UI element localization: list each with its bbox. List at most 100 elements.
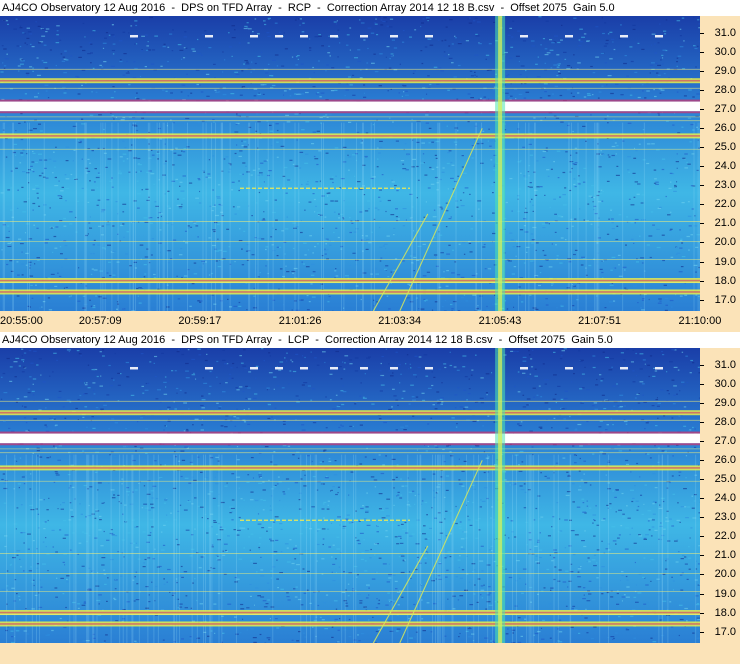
interference-band-core (0, 79, 700, 82)
y-tick-mark (700, 479, 704, 481)
x-tick-label: 21:05:43 (478, 315, 522, 327)
x-tick-label: 21:01:26 (278, 315, 322, 327)
y-tick-mark (700, 128, 704, 130)
interference-bands (0, 78, 700, 295)
y-tick-mark (700, 166, 704, 168)
y-tick-mark (700, 536, 704, 538)
y-tick-mark (700, 403, 704, 405)
y-tick-label: 24.0 (714, 492, 736, 505)
y-tick-mark (700, 52, 704, 54)
y-tick-label: 25.0 (714, 141, 736, 154)
carrier-lines (0, 68, 700, 283)
y-tick-label: 23.0 (714, 179, 736, 192)
saturated-band-edge (0, 431, 700, 434)
y-tick-mark (700, 593, 704, 595)
y-tick-label: 21.0 (714, 217, 736, 230)
y-tick-mark (700, 242, 704, 244)
interference-band-core (0, 135, 700, 137)
spectrogram-svg (0, 16, 700, 311)
interference-bands (0, 410, 700, 627)
interference-band-core (0, 611, 700, 614)
y-tick-mark (700, 299, 704, 301)
y-tick-mark (700, 498, 704, 500)
interference-band-core (0, 467, 700, 469)
y-tick-mark (700, 517, 704, 519)
y-tick-label: 30.0 (714, 378, 736, 391)
y-tick-mark (700, 71, 704, 73)
y-tick-label: 28.0 (714, 84, 736, 97)
y-tick-label: 17.0 (714, 293, 736, 306)
x-tick-label: 21:10:00 (678, 315, 722, 327)
y-tick-mark (700, 223, 704, 225)
y-tick-label: 30.0 (714, 46, 736, 59)
spectrogram-panel-lcp: AJ4CO Observatory 12 Aug 2016 - DPS on T… (0, 332, 740, 664)
y-tick-label: 31.0 (714, 27, 736, 40)
y-tick-mark (700, 441, 704, 443)
interference-band-core (0, 279, 700, 282)
y-tick-mark (700, 147, 704, 149)
x-tick-label: 20:59:17 (178, 315, 222, 327)
y-tick-label: 24.0 (714, 160, 736, 173)
y-tick-mark (700, 204, 704, 206)
y-tick-label: 23.0 (714, 511, 736, 524)
y-tick-label: 18.0 (714, 606, 736, 619)
y-tick-mark (700, 555, 704, 557)
time-axis: 20:55:00 20:57:09 20:59:17 21:01:26 21:03:34… (0, 311, 740, 332)
y-tick-label: 18.0 (714, 274, 736, 287)
burst-column-core (498, 16, 503, 311)
burst-column-core (498, 348, 503, 643)
y-tick-mark (700, 422, 704, 424)
spectrogram-plot (0, 16, 700, 311)
y-tick-mark (700, 109, 704, 111)
drifting-line (399, 128, 483, 311)
chart-title: AJ4CO Observatory 12 Aug 2016 - DPS on T… (0, 0, 702, 16)
interference-band-core (0, 411, 700, 414)
y-tick-mark (700, 365, 704, 367)
interference-band-core (0, 291, 700, 293)
drifting-line (372, 213, 429, 311)
y-tick-label: 26.0 (714, 122, 736, 135)
y-tick-label: 19.0 (714, 255, 736, 268)
y-tick-label: 29.0 (714, 397, 736, 410)
y-tick-label: 17.0 (714, 625, 736, 638)
saturated-band-edge (0, 99, 700, 102)
y-tick-label: 27.0 (714, 103, 736, 116)
y-tick-label: 26.0 (714, 454, 736, 467)
y-tick-label: 27.0 (714, 435, 736, 448)
y-tick-mark (700, 631, 704, 633)
dash-markers (130, 34, 663, 38)
x-tick-label: 20:55:00 (0, 315, 43, 327)
y-tick-label: 22.0 (714, 198, 736, 211)
dash-markers (130, 366, 663, 370)
y-tick-mark (700, 33, 704, 35)
y-tick-mark (700, 460, 704, 462)
y-tick-mark (700, 384, 704, 386)
spectrogram-panel-rcp: AJ4CO Observatory 12 Aug 2016 - DPS on T… (0, 0, 740, 332)
y-tick-label: 25.0 (714, 473, 736, 486)
saturated-band-edge (0, 443, 700, 446)
y-tick-mark (700, 90, 704, 92)
noise-texture (0, 16, 700, 311)
y-tick-label: 20.0 (714, 568, 736, 581)
saturated-band-edge (0, 111, 700, 114)
x-tick-label: 21:07:51 (578, 315, 621, 327)
y-tick-label: 19.0 (714, 587, 736, 600)
y-tick-label: 21.0 (714, 549, 736, 562)
y-tick-mark (700, 280, 704, 282)
y-tick-label: 28.0 (714, 416, 736, 429)
carrier-lines (0, 400, 700, 615)
y-tick-mark (700, 574, 704, 576)
y-tick-label: 29.0 (714, 65, 736, 78)
frequency-axis: 17.0 18.0 19.0 20.0 21.0 22.0 23.0 24.0 25.0 26.0… (700, 16, 740, 311)
chart-title: AJ4CO Observatory 12 Aug 2016 - DPS on T… (0, 332, 702, 348)
y-tick-mark (700, 185, 704, 187)
saturated-band (0, 433, 700, 444)
y-tick-label: 31.0 (714, 359, 736, 372)
y-tick-label: 20.0 (714, 236, 736, 249)
time-axis (0, 643, 740, 664)
saturated-band (0, 101, 700, 112)
drifting-line (399, 460, 483, 643)
y-tick-mark (700, 261, 704, 263)
interference-band-core (0, 623, 700, 625)
spectrogram-plot (0, 348, 700, 643)
